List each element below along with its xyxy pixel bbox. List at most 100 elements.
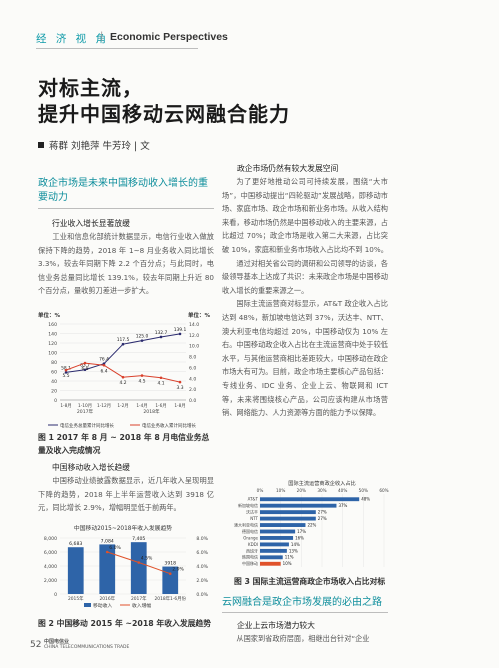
figure1-revenue-label: 4.1 <box>158 381 165 387</box>
figure1-revenue-point <box>178 380 182 384</box>
figure1-right-tick: 10.0 <box>189 344 199 350</box>
figure1-right-tick: 2.0 <box>189 387 196 393</box>
figure2-bar-label: 3918 <box>164 561 176 567</box>
bullet-square-icon <box>38 142 44 148</box>
figure3-category-label: 澳大利亚电信 <box>234 521 258 527</box>
paragraph-text: 从国家到省政府层面，相继出台针对“企业 <box>236 634 370 643</box>
figure1-left-axis-label: 单位：% <box>38 311 61 319</box>
figure1-revenue-point <box>83 361 87 365</box>
section-heading-left: 政企市场是未来中国移动收入增长的重要动力 <box>38 178 208 203</box>
logo-text-en: CHINA TELECOMMUNICATIONS TRADE <box>44 645 130 650</box>
figure1-legend-revenue: 电信业务收入累计同比增长 <box>142 422 196 429</box>
figure1-left-tick: 160 <box>48 322 57 328</box>
figure1-right-tick: 0.0 <box>189 398 196 404</box>
figure3-title: 国际主流运营商政企收入占比 <box>288 479 355 487</box>
figure2-chart: 中国移动2015~2018年收入发展趋势 0 2,000 4,000 6,000 8,00… <box>36 522 216 614</box>
figure1-x-tick: 1-12月 <box>97 403 111 409</box>
figure1-svg: 单位：% 单位：% 0 20 40 60 80 100 120 140 160 0.0 2.0 4.0 6.… <box>38 311 211 429</box>
figure2-svg: 中国移动2015~2018年收入发展趋势 0 2,000 4,000 6,000 8,00… <box>44 524 209 609</box>
figure1-x-tick: 1-2月 <box>117 403 128 409</box>
figure1-left-tick: 80 <box>51 360 57 366</box>
figure1-year-label: 2018年 <box>143 408 160 415</box>
section-separator: | <box>100 31 104 42</box>
page-number: 52 <box>30 640 42 650</box>
figure3-svg: 国际主流运营商政企收入占比 0% 10% 20% 30% 40% 50% 60% AT&T 48%… <box>234 479 389 567</box>
figure1-right-tick: 14.0 <box>189 322 199 328</box>
figure1-year-label: 2017年 <box>77 408 94 415</box>
figure2-growth-label: 6.0% <box>109 545 121 551</box>
figure2-right-tick: 2.0% <box>196 578 208 584</box>
paragraph-text: 中国移动业绩披露数据显示，近几年收入呈现明显下降的趋势，2018 年上半年运营收… <box>38 476 214 513</box>
figure2-growth-label: 4.5% <box>141 556 153 562</box>
section-label: 经 济 视 角 <box>36 33 110 45</box>
figure1-x-tick: 1-8月 <box>174 403 185 409</box>
figure3-bar <box>260 503 337 508</box>
article-title-line1: 对标主流， <box>38 76 143 100</box>
figure1-left-tick: 120 <box>48 341 57 347</box>
figure2-bar-label: 7,084 <box>101 538 114 544</box>
paragraph-cloud-policy: 从国家到省政府层面，相继出台针对“企业 <box>222 632 390 646</box>
figure1-volume-label: 139.1 <box>174 327 187 333</box>
figure1-revenue-point <box>64 368 68 372</box>
figure3-bar <box>260 555 283 560</box>
figure3-category-label: AT&T <box>248 497 259 502</box>
figure1-x-tick: 1-6月 <box>155 403 166 409</box>
figure1-volume-point <box>178 332 182 336</box>
figure2-x-tick: 2015年 <box>68 595 84 602</box>
figure1-revenue-label: 6.4 <box>101 368 108 374</box>
figure3-category-label: 沃达丰 <box>246 509 258 515</box>
figure2-growth-point <box>168 572 172 575</box>
paragraph-right-column: 为了更好地推动公司可持续发展，围绕“大市场”，中国移动提出“四轮驱动”发展战略，… <box>222 175 388 420</box>
figure1-revenue-point <box>102 363 106 367</box>
figure2-right-tick: 4.0% <box>196 564 208 570</box>
figure1-x-tick: 1-8月 <box>60 403 71 409</box>
figure2-right-tick: 6.0% <box>196 550 208 556</box>
figure1-x-tick: 1-10月 <box>78 403 92 409</box>
figure1-volume-label: 132.7 <box>155 330 168 336</box>
figure1-revenue-label: 4.5 <box>139 379 146 385</box>
figure3-bar-label: 27% <box>318 510 327 515</box>
figure1-volume-point <box>83 368 87 372</box>
figure3-x-tick: 40% <box>338 488 347 493</box>
figure1-volume-label: 125.0 <box>136 334 149 340</box>
section-label-english: Economic Perspectives <box>110 31 228 43</box>
figure1-volume-point <box>159 335 163 339</box>
figure1-left-tick: 100 <box>48 351 57 357</box>
figure3-bar-label: 27% <box>318 516 327 521</box>
figure2-legend-swatch-bar <box>84 603 91 607</box>
subheading-cloud-potential: 企业上云市场潜力较大 <box>237 621 315 630</box>
figure1-chart: 单位：% 单位：% 0 20 40 60 80 100 120 140 160 0.0 2.0 4.0 6.… <box>36 308 216 430</box>
paragraph-benchmark: 国际主流运营商对标显示，AT&T 政企收入占比达到 48%，新加坡电信达到 37… <box>222 299 388 418</box>
figure3-bar-label: 14% <box>291 542 300 547</box>
figure2-legend-growth: 收入增幅 <box>132 602 151 609</box>
figure2-growth-point <box>137 561 141 564</box>
figure2-legend-revenue: 移动收入 <box>93 602 112 609</box>
figure3-x-tick: 10% <box>276 488 285 493</box>
figure1-volume-label: 63.7 <box>80 363 90 369</box>
figure3-category-label: 新加坡电信 <box>238 502 258 508</box>
figure3-bar-label: 16% <box>295 535 304 540</box>
figure2-bar <box>162 566 179 594</box>
figure1-right-tick: 12.0 <box>189 333 199 339</box>
figure2-x-tick: 2017年 <box>131 595 147 602</box>
figure1-left-tick: 60 <box>51 370 57 376</box>
figure2-left-tick: 0 <box>54 592 57 598</box>
figure3-bar <box>260 497 360 502</box>
figure1-revenue-label: 4.2 <box>120 380 127 386</box>
figure3-category-label: 韩国电信 <box>242 554 258 560</box>
figure2-x-tick: 2018年1-6月份 <box>154 595 186 602</box>
figure1-volume-label: 58.1 <box>61 365 71 371</box>
figure3-bar-label: 17% <box>297 529 306 534</box>
figure1-legend-volume: 电信业务总量累计同比增长 <box>60 422 114 429</box>
figure2-growth-point <box>105 550 109 554</box>
subheading-revenue-slowdown: 行业收入增长显著放缓 <box>52 219 130 228</box>
subheading-cmcc-growth: 中国移动收入增长趋缓 <box>52 463 130 472</box>
figure3-bar <box>260 536 294 540</box>
figure3-category-label: 西班牙 <box>246 547 258 553</box>
figure1-right-tick: 8.0 <box>189 355 196 361</box>
logo-text-cn: 中国电信业 <box>44 639 70 645</box>
figure1-caption-line2: 量及收入完成情况 <box>38 446 101 455</box>
figure3-x-tick: 60% <box>379 488 388 493</box>
figure3-bar <box>260 516 316 521</box>
figure1-volume-point <box>64 371 68 374</box>
